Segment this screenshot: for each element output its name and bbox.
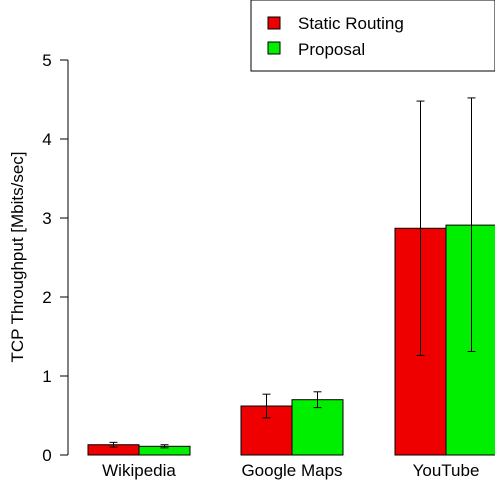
errorbars-layer xyxy=(109,97,476,449)
errorbar-youtube-static-routing xyxy=(416,100,425,356)
errorbar-google-maps-static-routing xyxy=(262,393,271,419)
x-tick-label-google-maps: Google Maps xyxy=(241,461,342,480)
legend-label-static-routing: Static Routing xyxy=(298,14,404,33)
x-tick-label-wikipedia: Wikipedia xyxy=(102,461,176,480)
errorbar-youtube-proposal xyxy=(467,97,476,353)
y-tick-label-1: 1 xyxy=(42,367,51,386)
y-tick-label-0: 0 xyxy=(42,446,51,465)
y-axis-ticks: 0 1 2 3 4 5 xyxy=(42,51,68,465)
legend-swatch-proposal xyxy=(267,41,281,55)
legend-box xyxy=(250,0,495,72)
y-tick-label-4: 4 xyxy=(42,130,51,149)
legend: Static Routing Proposal xyxy=(250,0,495,72)
legend-label-proposal: Proposal xyxy=(298,40,365,59)
legend-swatch-static-routing xyxy=(267,16,281,30)
y-tick-label-2: 2 xyxy=(42,288,51,307)
y-tick-label-5: 5 xyxy=(42,51,51,70)
x-axis-labels: Wikipedia Google Maps YouTube xyxy=(102,461,479,480)
errorbar-wikipedia-static-routing xyxy=(109,441,118,448)
bars-layer xyxy=(87,224,495,456)
x-tick-label-youtube: YouTube xyxy=(413,461,480,480)
bar-youtube-proposal xyxy=(445,224,495,456)
errorbar-wikipedia-proposal xyxy=(160,444,169,449)
y-tick-label-3: 3 xyxy=(42,209,51,228)
bar-google-maps-proposal xyxy=(291,399,344,456)
errorbar-google-maps-proposal xyxy=(313,391,322,409)
y-axis-title: TCP Throughput [Mbits/sec] xyxy=(8,151,27,362)
